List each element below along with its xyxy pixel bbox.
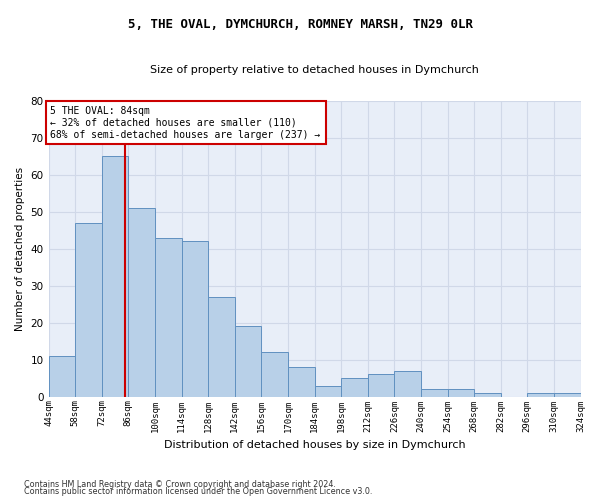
X-axis label: Distribution of detached houses by size in Dymchurch: Distribution of detached houses by size … [164, 440, 466, 450]
Bar [474, 393, 501, 396]
Title: Size of property relative to detached houses in Dymchurch: Size of property relative to detached ho… [150, 65, 479, 75]
Bar [394, 371, 421, 396]
Bar [102, 156, 128, 396]
Bar [368, 374, 394, 396]
Text: Contains public sector information licensed under the Open Government Licence v3: Contains public sector information licen… [24, 487, 373, 496]
Bar [448, 389, 474, 396]
Bar [314, 386, 341, 396]
Bar [75, 223, 102, 396]
Bar [527, 393, 554, 396]
Bar [182, 242, 208, 396]
Bar [49, 356, 75, 397]
Bar [128, 208, 155, 396]
Y-axis label: Number of detached properties: Number of detached properties [15, 166, 25, 331]
Bar [235, 326, 262, 396]
Bar [554, 393, 581, 396]
Bar [288, 367, 314, 396]
Text: 5 THE OVAL: 84sqm
← 32% of detached houses are smaller (110)
68% of semi-detache: 5 THE OVAL: 84sqm ← 32% of detached hous… [50, 106, 320, 140]
Bar [341, 378, 368, 396]
Bar [155, 238, 182, 396]
Text: 5, THE OVAL, DYMCHURCH, ROMNEY MARSH, TN29 0LR: 5, THE OVAL, DYMCHURCH, ROMNEY MARSH, TN… [128, 18, 473, 30]
Bar [421, 389, 448, 396]
Bar [262, 352, 288, 397]
Text: Contains HM Land Registry data © Crown copyright and database right 2024.: Contains HM Land Registry data © Crown c… [24, 480, 336, 489]
Bar [208, 297, 235, 396]
